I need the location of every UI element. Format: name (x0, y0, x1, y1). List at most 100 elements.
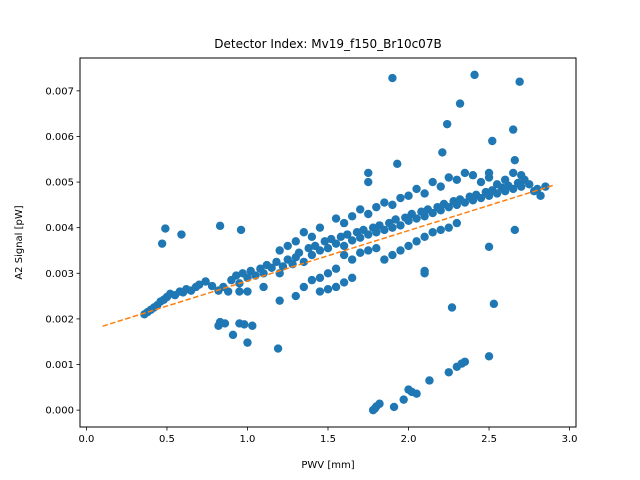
data-point (444, 223, 453, 232)
x-tick-label: 3.0 (562, 434, 578, 445)
data-point (412, 214, 421, 223)
data-point (444, 368, 453, 377)
data-point (436, 182, 445, 191)
data-point (243, 287, 252, 296)
data-point (412, 389, 421, 398)
data-point (515, 77, 524, 86)
data-point (323, 244, 333, 253)
data-point (364, 209, 373, 219)
data-point (307, 275, 317, 285)
data-point (228, 330, 238, 340)
y-tick-label: 0.005 (45, 178, 74, 189)
data-point (484, 242, 494, 252)
y-tick-label: 0.000 (45, 406, 74, 417)
data-point (364, 246, 373, 255)
data-point (323, 269, 333, 278)
data-point (488, 136, 497, 146)
data-point (194, 280, 204, 289)
data-point (393, 159, 402, 169)
data-point (484, 168, 494, 178)
data-point (470, 70, 479, 80)
data-point (267, 263, 276, 273)
data-point (177, 230, 186, 239)
data-point (347, 212, 357, 221)
data-point (331, 239, 341, 248)
data-point (420, 189, 429, 198)
data-point (396, 246, 405, 255)
data-point (339, 250, 349, 260)
x-tick-label: 1.5 (320, 434, 336, 445)
data-point (476, 177, 486, 187)
data-point (444, 173, 453, 182)
data-point (404, 241, 413, 251)
data-point (161, 224, 170, 233)
chart-title: Detector Index: Mv19_f150_Br10c07B (214, 37, 441, 51)
data-point (236, 225, 246, 235)
data-point (508, 184, 518, 194)
data-point (442, 119, 452, 129)
data-point (389, 402, 399, 412)
data-point (460, 198, 470, 207)
data-point (484, 352, 494, 361)
data-point (356, 205, 365, 214)
data-point (380, 198, 389, 207)
data-point (272, 257, 281, 267)
data-point (420, 212, 429, 221)
data-point (404, 191, 413, 200)
data-point (396, 193, 405, 203)
data-point (388, 73, 397, 83)
data-point (412, 237, 421, 246)
data-point (375, 399, 384, 408)
data-point (315, 223, 325, 232)
data-point (396, 221, 405, 230)
data-point (291, 237, 300, 246)
y-tick-label: 0.007 (45, 86, 74, 97)
data-point (315, 273, 325, 283)
data-point (356, 248, 365, 257)
plot-area (79, 57, 577, 428)
data-point (372, 202, 381, 212)
y-tick-label: 0.006 (45, 132, 74, 143)
data-point (220, 319, 230, 328)
data-point (388, 250, 397, 260)
data-point (207, 281, 217, 291)
data-point (460, 168, 470, 178)
data-point (404, 216, 413, 226)
data-point (364, 230, 373, 239)
x-tick-label: 1.0 (240, 434, 256, 445)
data-point (235, 287, 244, 296)
x-axis-label: PWV [mm] (301, 460, 354, 471)
data-point (291, 291, 300, 301)
data-point (356, 233, 365, 242)
data-point (339, 278, 349, 287)
data-point (510, 225, 520, 235)
data-point (243, 338, 252, 347)
data-point (347, 273, 357, 283)
data-point (294, 248, 304, 257)
data-point (517, 171, 526, 180)
data-point (372, 228, 381, 237)
data-point (468, 171, 478, 180)
data-point (428, 228, 437, 237)
data-point (412, 184, 421, 194)
data-point (223, 287, 233, 296)
data-point (372, 244, 381, 253)
data-point (347, 236, 357, 245)
data-point (525, 180, 534, 189)
data-point (399, 395, 408, 404)
data-point (331, 264, 341, 273)
data-point (201, 277, 210, 286)
data-point (331, 282, 341, 292)
y-tick-label: 0.004 (45, 223, 74, 234)
data-point (391, 215, 400, 224)
data-point (444, 202, 453, 212)
data-point (420, 266, 429, 276)
x-tick-label: 2.0 (401, 434, 417, 445)
data-point (536, 191, 545, 200)
data-point (380, 225, 389, 235)
y-tick-label: 0.002 (45, 314, 74, 325)
data-point (420, 232, 429, 241)
data-point (460, 357, 470, 366)
data-point (388, 223, 397, 232)
